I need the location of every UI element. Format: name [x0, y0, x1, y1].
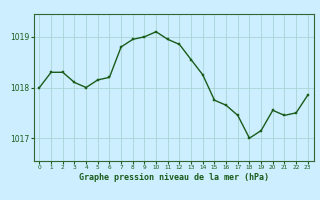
X-axis label: Graphe pression niveau de la mer (hPa): Graphe pression niveau de la mer (hPa): [79, 173, 268, 182]
